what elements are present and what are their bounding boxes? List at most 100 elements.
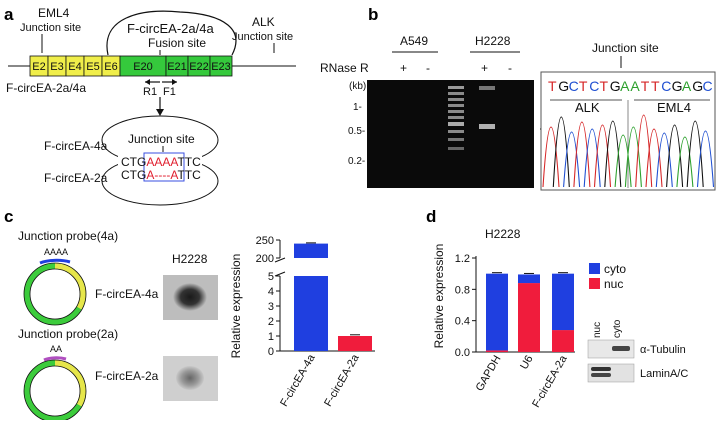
circ-2a-label: F-circEA-2a — [44, 171, 108, 185]
chart-d-title: H2228 — [485, 227, 521, 241]
chart-d-ytick-label-0.8: 0.8 — [455, 284, 470, 296]
exon-label-e22: E22 — [189, 61, 209, 73]
primer-r1-head — [145, 79, 150, 85]
chart-c-ytick-label-2: 2 — [268, 316, 274, 328]
probe-4a-seq: AAAA — [44, 247, 68, 257]
gel-band-top — [479, 86, 495, 90]
exon-label-e3: E3 — [50, 61, 63, 73]
chart-d-xtick-2: F-circEA-2a — [530, 353, 570, 410]
chart-c-ytick-label-1: 1 — [268, 331, 274, 343]
blot-tubulin-strip — [587, 339, 635, 359]
down-arrow-head — [156, 109, 164, 116]
legend-cyto-swatch — [589, 263, 600, 274]
alk-junction-label: Junction site — [232, 31, 293, 43]
exon-label-e2: E2 — [32, 61, 45, 73]
dot-label-2a: F-circEA-2a — [95, 369, 159, 383]
circle-2a — [23, 359, 87, 423]
seq4a: CTGAAAATTC — [121, 155, 201, 169]
exon-label-e5: E5 — [86, 61, 99, 73]
chart-c-ytick-label-250: 250 — [256, 235, 274, 247]
legend-nuc-swatch — [589, 278, 600, 289]
chart-c-ytick-label-4: 4 — [268, 286, 274, 298]
primer-f1-head — [172, 79, 177, 85]
gel-band-product — [479, 124, 495, 129]
probe-4a-arc — [39, 258, 71, 265]
chart-d: Relative expression 0.0 0.4 0.8 1.2 GAPDH U6F… — [432, 244, 575, 410]
panel-label-b: b — [368, 5, 378, 24]
chart-c-ytick-label-0: 0 — [268, 346, 274, 358]
peak-12 — [666, 124, 684, 188]
seq-backdrop — [118, 153, 202, 169]
chart-c-xtick-1: F-circEA-2a — [322, 352, 362, 409]
seq-base-10: T — [651, 78, 660, 94]
sign-2: - — [426, 61, 430, 75]
peak-1 — [552, 116, 570, 188]
junction-box — [143, 152, 185, 182]
seq-base-2: C — [569, 78, 579, 94]
chart-c-bar-0-upper — [294, 243, 328, 258]
peak-9 — [635, 114, 653, 188]
exon-label-e20: E20 — [133, 61, 153, 73]
dot-2a-spot — [176, 366, 204, 390]
seq-base-8: A — [630, 78, 640, 94]
circ-arc — [106, 10, 237, 56]
kb-label: (kb) — [349, 81, 366, 92]
peak-10 — [645, 128, 663, 188]
probe-2a-label: Junction probe(2a) — [18, 327, 118, 341]
panel-label-c: c — [4, 207, 13, 226]
peak-0 — [542, 126, 560, 188]
eml4-seq-label: EML4 — [657, 100, 691, 115]
peak-6 — [604, 120, 622, 188]
chart-d-ylabel: Relative expression — [432, 244, 446, 349]
alk-label: ALK — [252, 15, 275, 29]
primer-r1-label: R1 — [143, 86, 157, 98]
kb-tick-05: 0.5- — [348, 126, 365, 137]
exon-label-e23: E23 — [211, 61, 231, 73]
eml4-junction-label: Junction site — [20, 22, 81, 34]
seq-base-1: G — [558, 78, 569, 94]
chart-c-bar-0-lower — [294, 276, 328, 351]
chart-c-xtick-0: F-circEA-4a — [278, 352, 318, 409]
blot-lane-nuc: nuc — [592, 322, 603, 338]
lane-group-h2228: H2228 — [475, 34, 511, 48]
peak-8 — [624, 126, 642, 188]
seq-base-5: T — [600, 78, 609, 94]
legend-nuc-label: nuc — [604, 277, 623, 291]
chart-c-bar-1 — [338, 336, 372, 351]
chart-c-break-gap — [274, 260, 374, 274]
fusion-site-label: Fusion site — [148, 36, 206, 50]
chart-d-bar-nuc-0 — [486, 350, 508, 352]
blot-label-lamin: LaminA/C — [640, 368, 688, 380]
seq-base-9: T — [641, 78, 650, 94]
blot-lamin-band-1 — [591, 367, 611, 371]
dot-4a-spot — [173, 283, 207, 311]
circ-4a-label: F-circEA-4a — [44, 139, 108, 153]
chart-c: Relative expression 0 1 2 3 4 5 200 250 F-circEA… — [229, 235, 375, 409]
peak-5 — [593, 124, 612, 188]
dot-h2228-label: H2228 — [172, 252, 208, 266]
blot-lane-cyto: cyto — [612, 319, 623, 338]
exon-label-e4: E4 — [68, 61, 81, 73]
seq-base-0: T — [548, 78, 557, 94]
probe-2a-arc — [43, 356, 67, 362]
chart-c-break-marks — [274, 257, 286, 277]
peak-3 — [573, 121, 591, 188]
seq-base-14: G — [692, 78, 703, 94]
chart-d-ytick-label-0.0: 0.0 — [455, 347, 470, 359]
chart-d-xtick-1: U6 — [518, 354, 535, 372]
peak-11 — [655, 132, 673, 188]
peak-14 — [686, 120, 704, 188]
seq-base-15: C — [703, 78, 713, 94]
chart-c-ytick-label-3: 3 — [268, 301, 274, 313]
gel-image — [367, 80, 534, 188]
chart-c-ytick-label-200: 200 — [256, 253, 274, 265]
kb-tick-1: 1- — [353, 102, 362, 113]
seq-base-4: C — [589, 78, 599, 94]
rnase-label: RNase R — [320, 61, 369, 75]
chart-c-ytick-label-5: 5 — [268, 271, 274, 283]
seq-base-3: T — [579, 78, 588, 94]
peak-7 — [614, 134, 632, 188]
junction-site-label-a: Junction site — [128, 132, 195, 146]
